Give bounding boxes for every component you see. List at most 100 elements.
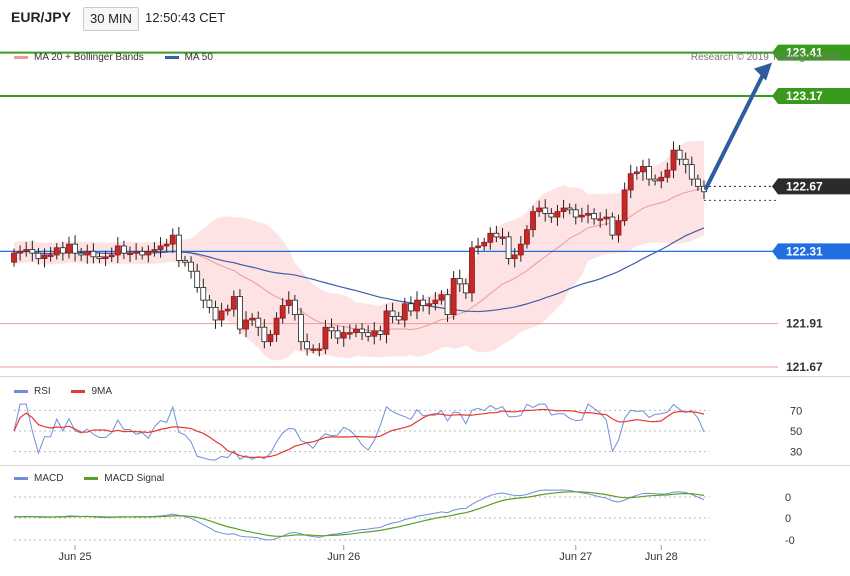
candle-body xyxy=(646,166,652,180)
ma20-legend-label: MA 20 + Bollinger Bands xyxy=(34,52,144,63)
candle-body xyxy=(438,294,445,301)
candle-body xyxy=(524,229,530,245)
level-label: 121.67 xyxy=(786,360,823,374)
rsi-ma-swatch xyxy=(71,389,86,393)
candle-body xyxy=(291,299,298,315)
candle-body xyxy=(682,158,689,166)
rsi-legend-label: RSI xyxy=(34,386,51,397)
candle-body xyxy=(72,243,78,254)
candle-body xyxy=(469,247,475,294)
candle-body xyxy=(615,220,622,236)
candle-body xyxy=(340,332,347,339)
candle-body xyxy=(414,299,420,312)
candle-body xyxy=(304,341,310,350)
macd-legend-label: MACD xyxy=(34,473,64,484)
candle-body xyxy=(182,259,188,263)
candle-body xyxy=(139,250,146,256)
x-tick-label: Jun 27 xyxy=(559,551,592,563)
rsi-swatch xyxy=(14,389,28,393)
level-label: 121.91 xyxy=(786,317,823,331)
candle-body xyxy=(444,294,451,315)
candle-body xyxy=(157,245,164,250)
candle-body xyxy=(261,326,268,343)
candle-body xyxy=(530,211,536,231)
candle-body xyxy=(121,245,127,254)
level-tag-121.67: 121.67 xyxy=(778,358,850,375)
candle-body xyxy=(298,314,304,343)
candle-body xyxy=(554,211,561,218)
candle-body xyxy=(224,308,231,312)
candle-body xyxy=(633,171,640,175)
candle-body xyxy=(200,287,207,301)
candle-body xyxy=(627,173,634,191)
ma50-swatch xyxy=(164,55,179,59)
candle-body xyxy=(133,250,140,254)
candle-body xyxy=(462,283,469,294)
candle-body xyxy=(84,250,91,256)
signal-legend-label: MACD Signal xyxy=(104,473,165,484)
candle-body xyxy=(609,216,616,236)
candle-body xyxy=(23,249,30,252)
candle-body xyxy=(383,310,390,335)
candle-body xyxy=(548,213,555,218)
bollinger-band xyxy=(14,140,704,361)
candle-body xyxy=(102,256,109,259)
candle-body xyxy=(389,310,396,317)
candle-body xyxy=(255,317,262,328)
candle-body xyxy=(35,252,42,259)
candle-body xyxy=(237,296,243,330)
macd-tick-label: -0 xyxy=(785,535,795,547)
timeframe-selector[interactable]: 30 MIN xyxy=(83,7,139,31)
candle-body xyxy=(353,328,359,334)
candle-body xyxy=(493,232,500,238)
symbol-label: EUR/JPY xyxy=(11,9,71,25)
macd-swatch xyxy=(14,476,28,480)
candle-body xyxy=(206,299,213,308)
candle-body xyxy=(108,254,115,258)
candle-body xyxy=(230,296,237,310)
candle-body xyxy=(481,241,488,247)
candle-body xyxy=(640,166,646,173)
candle-body xyxy=(175,234,182,261)
candle-body xyxy=(377,330,384,335)
candle-body xyxy=(450,278,457,315)
candle-body xyxy=(694,178,701,187)
candle-body xyxy=(114,245,121,256)
rsi-line xyxy=(13,403,705,461)
candle-body xyxy=(658,176,665,182)
candle-body xyxy=(151,249,158,252)
candle-body xyxy=(127,252,133,256)
candle-body xyxy=(169,234,176,245)
level-label: 123.17 xyxy=(786,89,823,103)
macd-tick-label: 0 xyxy=(785,513,791,525)
candle-body xyxy=(621,189,628,222)
candle-body xyxy=(41,254,48,259)
candle-body xyxy=(322,326,329,350)
rsi-tick-label: 70 xyxy=(790,405,802,417)
level-tag-121.91: 121.91 xyxy=(778,315,850,332)
forecast-arrow-shaft xyxy=(704,70,766,191)
candle-body xyxy=(59,247,66,254)
candle-body xyxy=(90,250,97,258)
candle-body xyxy=(603,216,610,220)
x-tick-label: Jun 25 xyxy=(59,551,92,563)
candle-body xyxy=(652,178,659,182)
candle-body xyxy=(365,332,372,337)
rsi-tick-label: 50 xyxy=(790,426,802,438)
level-label: 122.67 xyxy=(786,179,823,193)
signal-swatch xyxy=(84,476,99,480)
rsi-ma-line xyxy=(13,408,705,458)
candle-body xyxy=(279,305,286,319)
copyright-label: Research © 2019 Trading Central xyxy=(690,52,840,63)
candle-body xyxy=(212,306,219,321)
forecast-arrowhead xyxy=(754,62,772,81)
candle-body xyxy=(432,299,439,305)
candle-body xyxy=(420,299,427,306)
candle-body xyxy=(273,317,280,335)
macd-legend: MACD MACD Signal xyxy=(14,473,164,484)
candle-body xyxy=(426,303,433,306)
candle-body xyxy=(53,247,60,256)
candle-body xyxy=(188,261,194,272)
candle-body xyxy=(511,254,518,259)
